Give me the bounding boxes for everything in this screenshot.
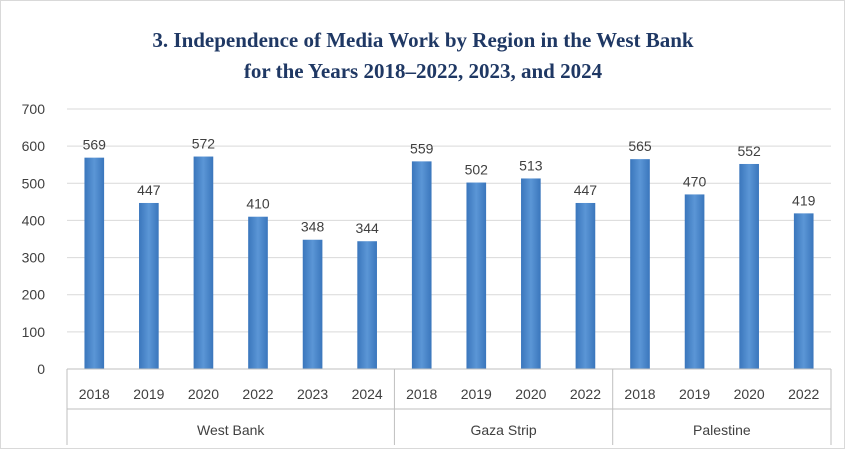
y-tick-label: 500: [22, 175, 46, 191]
data-label: 470: [683, 173, 707, 189]
x-category-label: 2020: [188, 386, 219, 402]
x-category-label: 2022: [570, 386, 601, 402]
bar: [630, 159, 650, 369]
chart-title-line-1: 3. Independence of Media Work by Region …: [152, 28, 694, 52]
data-label: 447: [574, 182, 598, 198]
x-category-label: 2019: [461, 386, 492, 402]
bar: [248, 216, 268, 369]
data-label: 419: [792, 192, 816, 208]
x-category-label: 2023: [297, 386, 328, 402]
bar: [302, 239, 323, 369]
x-category-label: 2018: [624, 386, 655, 402]
y-tick-label: 600: [22, 138, 46, 154]
bar: [521, 178, 541, 369]
x-category-label: 2020: [734, 386, 765, 402]
data-label: 552: [737, 143, 761, 159]
y-axis: 0 100 200 300 400 500 600 700: [22, 101, 46, 377]
data-label: 344: [355, 220, 379, 236]
bar: [139, 202, 159, 369]
x-category-label: 2019: [679, 386, 710, 402]
bar: [575, 202, 596, 369]
bar: [411, 161, 432, 369]
data-labels: 569 447 572 410 348 344 559 502 513 447 565 470 552 4…: [83, 136, 816, 237]
x-group-label: Gaza Strip: [471, 422, 537, 438]
data-label: 513: [519, 157, 543, 173]
y-tick-label: 100: [22, 324, 46, 340]
x-group-label: Palestine: [693, 422, 751, 438]
data-label: 447: [137, 182, 161, 198]
chart-title-line-2: for the Years 2018–2022, 2023, and 2024: [244, 59, 603, 83]
x-axis: 2018 2019 2020 2022 2023 2024 West Bank 2018 201…: [66, 368, 832, 445]
x-category-label: 2020: [515, 386, 546, 402]
bar: [84, 157, 105, 369]
y-tick-label: 700: [22, 101, 46, 117]
x-group-label: West Bank: [197, 422, 265, 438]
data-label: 502: [465, 162, 489, 178]
bar: [793, 213, 814, 369]
gridlines: [67, 108, 831, 370]
bar: [684, 194, 705, 369]
bar: [466, 182, 487, 369]
bars: [84, 156, 814, 369]
x-category-label: 2019: [133, 386, 164, 402]
bar: [739, 163, 759, 369]
data-label: 572: [192, 136, 216, 152]
data-label: 569: [83, 137, 107, 153]
y-tick-label: 400: [22, 212, 46, 228]
x-category-label: 2022: [788, 386, 819, 402]
y-tick-label: 300: [22, 250, 46, 266]
x-category-label: 2018: [406, 386, 437, 402]
y-tick-label: 0: [37, 361, 45, 377]
data-label: 410: [246, 196, 270, 212]
data-label: 559: [410, 140, 434, 156]
bar: [193, 156, 214, 369]
x-category-label: 2022: [242, 386, 273, 402]
bar: [357, 241, 377, 369]
y-tick-label: 200: [22, 287, 46, 303]
x-category-label: 2024: [352, 386, 383, 402]
data-label: 565: [628, 138, 652, 154]
data-label: 348: [301, 219, 325, 235]
x-category-label: 2018: [79, 386, 110, 402]
